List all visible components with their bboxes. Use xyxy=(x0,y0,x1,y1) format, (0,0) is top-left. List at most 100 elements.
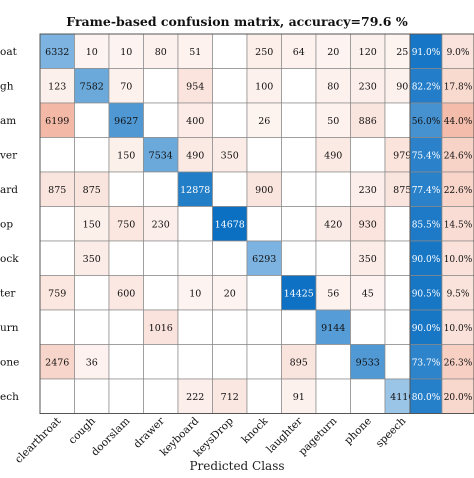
matrix-cell xyxy=(350,240,386,276)
matrix-cell xyxy=(74,344,110,380)
summary-incorrect-label: 20.0% xyxy=(444,393,473,403)
cell-value-label: 150 xyxy=(83,219,101,230)
x-tick-label: knock xyxy=(239,415,270,446)
cell-value-label: 6293 xyxy=(252,254,276,265)
cell-value-label: 875 xyxy=(48,185,66,196)
matrix-cell xyxy=(246,309,282,345)
matrix-cell xyxy=(39,206,75,242)
matrix-cell xyxy=(281,309,317,345)
cell-value-label: 80 xyxy=(327,81,339,92)
cell-value-label: 9627 xyxy=(114,116,138,127)
matrix-cell xyxy=(350,68,386,104)
summary-incorrect-label: 9.5% xyxy=(447,289,470,299)
cell-value-label: 350 xyxy=(83,254,101,265)
matrix-cell xyxy=(74,240,110,276)
matrix-cell xyxy=(212,378,248,414)
matrix-cell xyxy=(143,206,179,242)
matrix-cell xyxy=(212,309,248,345)
matrix-cell xyxy=(315,275,351,311)
summary-correct-label: 75.4% xyxy=(412,151,441,161)
matrix-cell xyxy=(74,378,110,414)
summary-correct-label: 90.0% xyxy=(412,324,441,334)
cell-value-label: 25 xyxy=(396,47,408,58)
matrix-cell xyxy=(177,344,213,380)
matrix-cell xyxy=(74,33,110,69)
matrix-cell xyxy=(108,344,144,380)
summary-correct-cell xyxy=(409,309,443,345)
matrix-cell xyxy=(108,206,144,242)
y-tick-label: op xyxy=(0,218,13,230)
matrix-cell xyxy=(315,33,351,69)
x-tick-label: pageturn xyxy=(296,415,339,458)
matrix-cell xyxy=(315,378,351,414)
cell-value-label: 14425 xyxy=(284,288,314,299)
matrix-cell xyxy=(315,102,351,138)
matrix-cell xyxy=(177,102,213,138)
y-tick-label: ard xyxy=(0,184,18,196)
cell-value-label: 14678 xyxy=(215,219,245,230)
cell-value-label: 70 xyxy=(120,81,132,92)
cell-value-label: 750 xyxy=(117,219,135,230)
summary-incorrect-label: 26.3% xyxy=(444,358,473,368)
matrix-cell xyxy=(177,240,213,276)
cell-value-label: 930 xyxy=(359,219,377,230)
cell-value-label: 56 xyxy=(327,288,339,299)
y-tick-label: ech xyxy=(0,391,19,403)
cell-value-label: 20 xyxy=(327,47,339,58)
matrix-cell xyxy=(281,68,317,104)
matrix-cell xyxy=(246,137,282,173)
cell-value-label: 90 xyxy=(396,81,408,92)
cell-value-label: 350 xyxy=(359,254,377,265)
cell-value-label: 222 xyxy=(186,392,204,403)
matrix-cell xyxy=(246,378,282,414)
matrix-cell xyxy=(281,137,317,173)
cell-value-label: 490 xyxy=(324,150,342,161)
cell-value-label: 6332 xyxy=(45,47,69,58)
x-tick-label: speech xyxy=(374,415,409,450)
summary-incorrect-cell xyxy=(441,344,474,380)
cell-value-label: 490 xyxy=(186,150,204,161)
matrix-cell xyxy=(74,309,110,345)
matrix-cell xyxy=(315,344,351,380)
matrix-cell xyxy=(350,378,386,414)
summary-incorrect-label: 44.0% xyxy=(444,117,473,127)
matrix-cell xyxy=(39,137,75,173)
matrix-cell xyxy=(212,33,248,69)
cell-value-label: 886 xyxy=(359,116,377,127)
matrix-cell xyxy=(74,275,110,311)
cell-value-label: 9533 xyxy=(356,357,380,368)
cell-value-label: 600 xyxy=(117,288,135,299)
cell-value-label: 6199 xyxy=(45,116,69,127)
matrix-cell xyxy=(246,102,282,138)
cell-value-label: 45 xyxy=(362,288,374,299)
matrix-cell xyxy=(281,378,317,414)
summary-correct-label: 90.0% xyxy=(412,255,441,265)
matrix-cell xyxy=(315,240,351,276)
matrix-cell xyxy=(108,275,144,311)
matrix-cell xyxy=(350,137,386,173)
y-tick-label: ter xyxy=(0,287,16,299)
x-axis-label: Predicted Class xyxy=(189,459,285,473)
matrix-cell xyxy=(108,102,144,138)
cell-value-label: 123 xyxy=(48,81,66,92)
matrix-cell xyxy=(246,275,282,311)
summary-incorrect-cell xyxy=(441,137,474,173)
cell-value-label: 350 xyxy=(221,150,239,161)
summary-correct-cell xyxy=(409,206,443,242)
cell-value-label: 26 xyxy=(258,116,270,127)
matrix-cell xyxy=(315,171,351,207)
summary-incorrect-label: 9.0% xyxy=(447,48,470,58)
matrix-cell xyxy=(39,309,75,345)
summary-correct-label: 73.7% xyxy=(412,358,441,368)
matrix-cell xyxy=(212,240,248,276)
cell-value-label: 4110 xyxy=(390,392,414,403)
cell-value-label: 230 xyxy=(152,219,170,230)
summary-incorrect-label: 22.6% xyxy=(444,186,473,196)
matrix-cell xyxy=(281,206,317,242)
y-tick-label: ver xyxy=(0,149,18,161)
cell-value-label: 759 xyxy=(48,288,66,299)
cell-value-label: 150 xyxy=(117,150,135,161)
summary-incorrect-label: 24.6% xyxy=(444,151,473,161)
matrix-cell xyxy=(281,102,317,138)
